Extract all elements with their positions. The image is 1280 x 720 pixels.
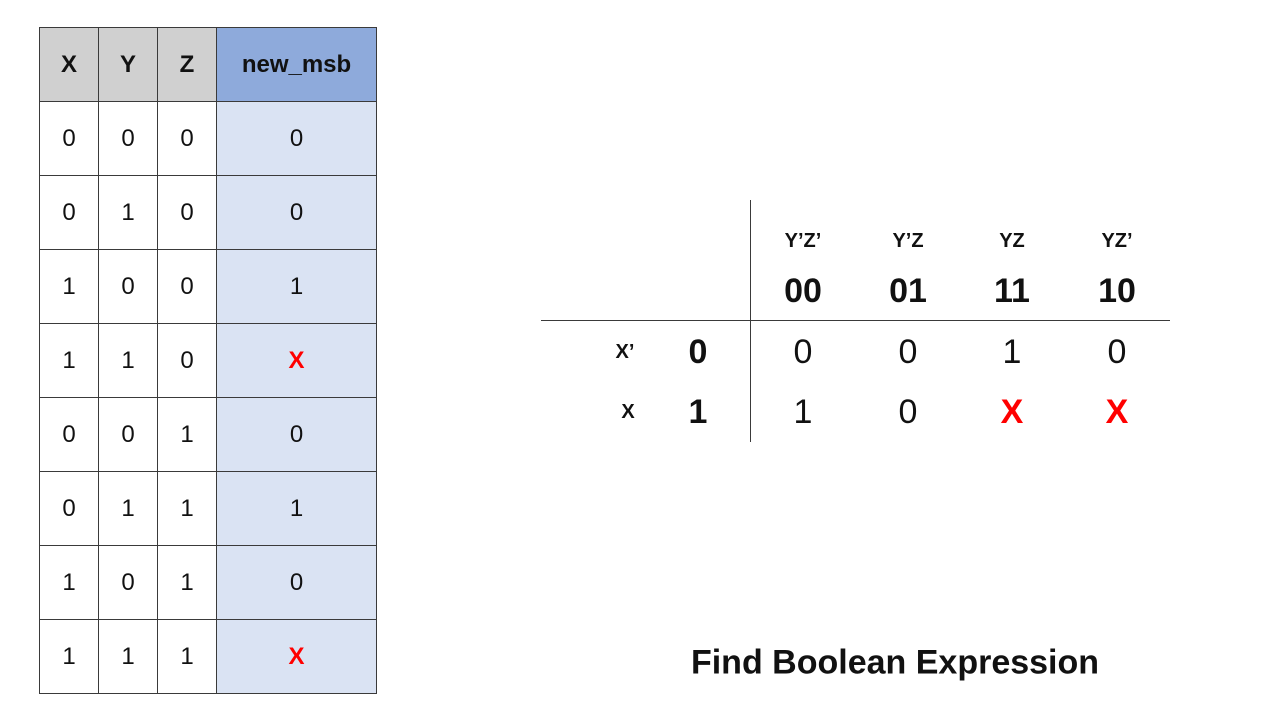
cell-x: 1 [39, 619, 99, 694]
table-row: 1 1 1 X [39, 619, 377, 694]
kmap-row-code: 1 [688, 393, 708, 431]
kmap-col-code: 11 [994, 272, 1030, 310]
kmap-cell: 0 [793, 333, 813, 371]
cell-new-msb: 0 [216, 101, 377, 176]
cell-y: 0 [98, 545, 158, 620]
cell-new-msb: X [216, 323, 377, 398]
truth-table: X Y Z new_msb 0 0 0 0 0 1 0 0 1 0 0 [39, 27, 377, 694]
cell-z: 0 [157, 249, 217, 324]
kmap-col-code: 01 [889, 272, 927, 310]
cell-z: 1 [157, 397, 217, 472]
kmap-cell: 1 [793, 393, 813, 431]
kmap-col-label: YZ’ [1101, 230, 1133, 252]
kmap-row-code: 0 [688, 333, 708, 371]
cell-new-msb: 0 [216, 397, 377, 472]
caption: Find Boolean Expression [690, 643, 1100, 682]
kmap-col-label: Y’Z’ [784, 230, 822, 252]
kmap-col-label: YZ [999, 230, 1025, 252]
cell-y: 1 [98, 619, 158, 694]
table-row: 0 1 1 1 [39, 471, 377, 546]
cell-new-msb: 1 [216, 249, 377, 324]
kmap-cell: 0 [898, 333, 918, 371]
kmap-cell: X [1000, 393, 1024, 431]
kmap-horizontal-divider [541, 320, 1170, 321]
cell-new-msb: 0 [216, 545, 377, 620]
table-row: 0 0 1 0 [39, 397, 377, 472]
table-row: 1 0 1 0 [39, 545, 377, 620]
cell-x: 1 [39, 545, 99, 620]
table-row: 1 0 0 1 [39, 249, 377, 324]
cell-new-msb: 1 [216, 471, 377, 546]
cell-y: 0 [98, 397, 158, 472]
cell-x: 0 [39, 471, 99, 546]
header-x: X [39, 27, 99, 102]
cell-new-msb: X [216, 619, 377, 694]
cell-y: 1 [98, 323, 158, 398]
kmap-col-code: 00 [784, 272, 822, 310]
kmap-cell: 0 [898, 393, 918, 431]
cell-z: 1 [157, 619, 217, 694]
kmap-row-label: X [621, 401, 635, 423]
truth-table-header-row: X Y Z new_msb [39, 27, 377, 102]
kmap-col-label: Y’Z [892, 230, 924, 252]
cell-y: 0 [98, 101, 158, 176]
kmap-vertical-divider [750, 200, 751, 442]
cell-z: 1 [157, 545, 217, 620]
kmap-cell: X [1105, 393, 1129, 431]
cell-new-msb: 0 [216, 175, 377, 250]
cell-y: 1 [98, 471, 158, 546]
kmap-col-code: 10 [1098, 272, 1136, 310]
kmap-cell: 1 [1002, 333, 1022, 371]
cell-z: 0 [157, 101, 217, 176]
kmap-cell: 0 [1107, 333, 1127, 371]
cell-z: 1 [157, 471, 217, 546]
table-row: 0 0 0 0 [39, 101, 377, 176]
cell-z: 0 [157, 323, 217, 398]
cell-y: 1 [98, 175, 158, 250]
kmap-row-label: X’ [615, 341, 635, 363]
header-new-msb: new_msb [216, 27, 377, 102]
table-row: 0 1 0 0 [39, 175, 377, 250]
